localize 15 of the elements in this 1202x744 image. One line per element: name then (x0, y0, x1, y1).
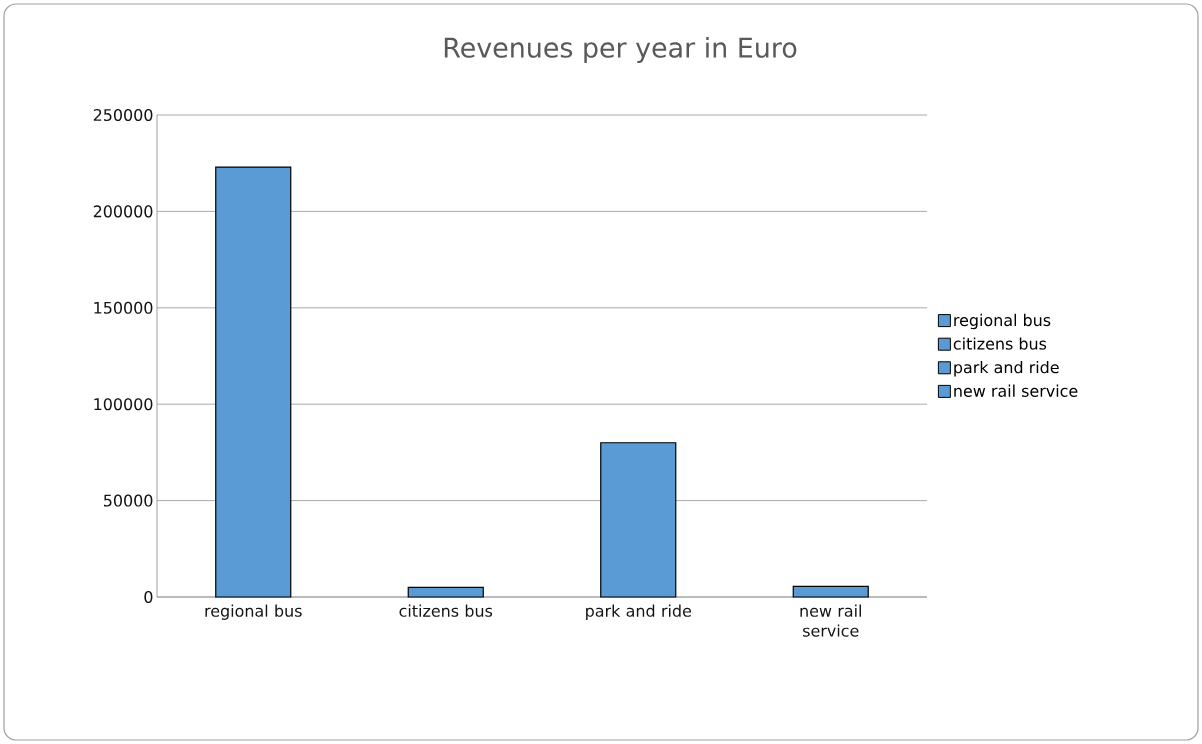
legend-label: park and ride (954, 360, 1059, 377)
x-tick-label: park and ride (586, 604, 691, 620)
y-tick-label: 100000 (94, 398, 153, 411)
y-tick-label: 0 (144, 590, 153, 604)
x-tick-label: citizens bus (399, 604, 493, 617)
y-tick-label: 200000 (93, 205, 153, 218)
x-tick-label: regional bus (205, 604, 302, 620)
legend-label: citizens bus (953, 337, 1047, 350)
y-tick-label: 150000 (94, 301, 153, 314)
y-tick-label: 250000 (93, 108, 153, 122)
legend-label: regional bus (954, 313, 1051, 330)
y-tick-label: 50000 (104, 494, 153, 507)
x-tick-label: new rail service (800, 604, 861, 637)
chart-title: Revenues per year in Euro (444, 36, 797, 64)
legend-label: new rail service (954, 384, 1078, 397)
